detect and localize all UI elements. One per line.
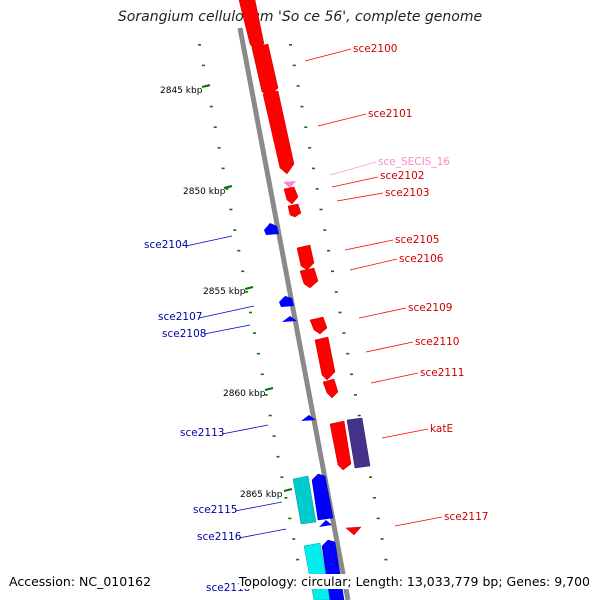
- tick-mark: [319, 208, 323, 211]
- tick-mark: [284, 497, 288, 499]
- tick-mark: [280, 476, 284, 478]
- gene-label-sce2101[interactable]: sce2101: [368, 108, 412, 120]
- tick-mark: [201, 64, 205, 67]
- map-title: Sorangium cellulosum 'So ce 56', complet…: [117, 9, 483, 25]
- gene-block-sce2111[interactable]: [322, 378, 339, 399]
- gene-block-sce2109[interactable]: [309, 316, 328, 335]
- tick-mark: [327, 249, 331, 252]
- tick-mark: [346, 352, 350, 355]
- tick-mark: [296, 85, 300, 87]
- tick-mark: [260, 373, 264, 376]
- accession-text: Accession: NC_010162: [9, 574, 152, 589]
- gene-label-sce2113[interactable]: sce2113: [180, 427, 224, 439]
- tick-mark: [292, 538, 296, 540]
- tick-mark: [229, 208, 233, 211]
- gene-label-sce2115[interactable]: sce2115: [193, 504, 237, 516]
- forward-gene-labels: sce2100 sce2101 sce_SECIS_16 sce2102 sce…: [304, 43, 488, 527]
- gene-label-sce2116[interactable]: sce2116: [197, 531, 242, 543]
- tick-mark: [289, 44, 292, 46]
- gene-block-sce2101[interactable]: [262, 90, 295, 175]
- gene-block-sce2116[interactable]: [319, 520, 332, 527]
- gene-block-sce2117[interactable]: [345, 526, 362, 536]
- gene-block-sce2113[interactable]: [301, 415, 316, 421]
- tick-mark: [249, 311, 252, 314]
- tick-mark: [357, 414, 361, 417]
- gene-label-sce2104[interactable]: sce2104: [144, 239, 189, 251]
- tick-mark: [241, 270, 245, 273]
- gene-label-sce2110[interactable]: sce2110: [415, 336, 459, 348]
- scale-label-2855: 2855 kbp: [203, 287, 246, 297]
- tick-mark: [245, 291, 249, 293]
- tick-mark: [350, 373, 353, 376]
- scale-label-2850: 2850 kbp: [183, 187, 226, 197]
- scale-label-2845: 2845 kbp: [160, 86, 203, 96]
- tick-mark: [353, 394, 357, 396]
- gene-label-sce2111[interactable]: sce2111: [420, 367, 464, 379]
- gene-block-sce2106[interactable]: [299, 267, 319, 289]
- tick-mark: [233, 229, 237, 231]
- tick-mark: [225, 188, 229, 190]
- gene-block-sce2100b[interactable]: [251, 43, 279, 97]
- tick-mark: [198, 44, 201, 46]
- tick-mark: [331, 270, 334, 273]
- tick-mark: [376, 517, 380, 520]
- tick-mark: [304, 126, 308, 128]
- tick-mark: [237, 249, 241, 252]
- tick-mark: [300, 105, 304, 108]
- tick-mark: [292, 64, 296, 67]
- tick-mark: [338, 311, 342, 314]
- tick-mark: [268, 414, 272, 417]
- gene-block-sce2104[interactable]: [264, 223, 279, 235]
- scale-label-2860: 2860 kbp: [223, 389, 266, 399]
- scale-labels: 2845 kbp 2850 kbp 2855 kbp 2860 kbp 2865…: [160, 84, 293, 500]
- scale-label-2865: 2865 kbp: [240, 490, 283, 500]
- tick-mark: [342, 332, 346, 334]
- tick-mark: [384, 558, 388, 561]
- tick-mark: [380, 538, 384, 540]
- gene-label-sce2102[interactable]: sce2102: [380, 170, 424, 182]
- gene-block-sce2108[interactable]: [282, 316, 297, 322]
- gene-blocks: [238, 0, 371, 600]
- gene-block-kate-red[interactable]: [329, 420, 352, 471]
- tick-mark: [296, 558, 300, 561]
- genome-summary-text: Topology: circular; Length: 13,033,779 b…: [238, 574, 590, 589]
- tick-mark: [323, 229, 327, 231]
- tick-mark: [311, 167, 315, 170]
- tick-mark: [308, 147, 312, 149]
- gene-label-sce2106[interactable]: sce2106: [399, 253, 444, 265]
- gene-label-sce2108[interactable]: sce2108: [162, 328, 206, 340]
- gene-label-sce2100[interactable]: sce2100: [353, 43, 397, 55]
- gene-block-sce2103[interactable]: [287, 203, 302, 218]
- tick-mark: [253, 332, 256, 334]
- gene-block-sce2105[interactable]: [296, 244, 315, 271]
- gene-label-sce2109[interactable]: sce2109: [408, 302, 452, 314]
- tick-mark: [276, 455, 280, 458]
- tick-mark: [256, 352, 260, 355]
- tick-mark: [213, 126, 217, 128]
- gene-block-kate[interactable]: [346, 417, 371, 469]
- tick-mark: [315, 188, 319, 190]
- gene-label-sce2103[interactable]: sce2103: [385, 187, 429, 199]
- gene-label-sce2105[interactable]: sce2105: [395, 234, 439, 246]
- tick-mark: [288, 517, 292, 520]
- tick-mark: [209, 105, 213, 108]
- gene-label-sce2117[interactable]: sce2117: [444, 511, 488, 523]
- tick-mark: [217, 147, 221, 149]
- gene-block-sce2110[interactable]: [314, 336, 336, 381]
- tick-mark: [221, 167, 225, 170]
- gene-label-kate[interactable]: katE: [430, 423, 453, 435]
- tick-mark: [272, 435, 276, 437]
- gene-label-sce2107[interactable]: sce2107: [158, 311, 202, 323]
- gene-block-secis[interactable]: [283, 181, 296, 188]
- tick-mark: [334, 291, 338, 293]
- tick-mark: [264, 394, 268, 396]
- tick-mark: [369, 476, 373, 478]
- tick-mark: [372, 497, 376, 499]
- gene-block-sce2107[interactable]: [279, 296, 294, 307]
- gene-block-sce2115[interactable]: [311, 473, 334, 521]
- gene-block-sce2115-cyan[interactable]: [292, 475, 317, 525]
- gene-label-sce-secis-16[interactable]: sce_SECIS_16: [378, 156, 450, 168]
- gene-block-sce2102[interactable]: [283, 186, 299, 205]
